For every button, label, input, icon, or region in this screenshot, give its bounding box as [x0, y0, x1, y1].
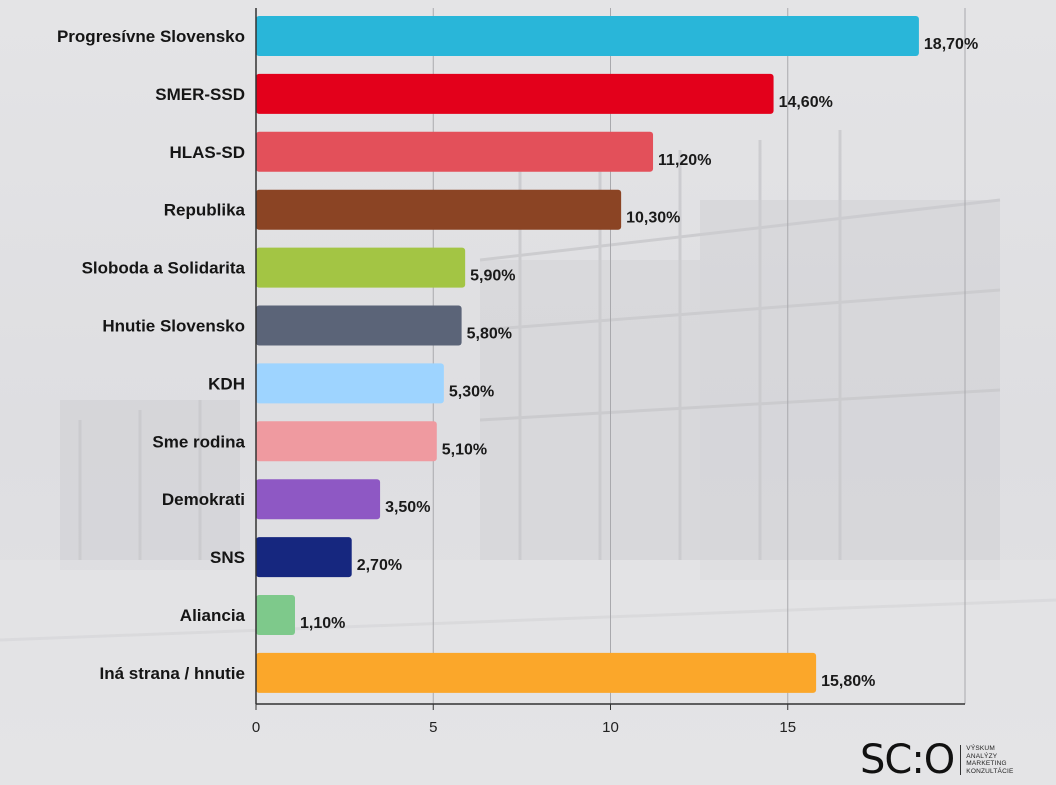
- bar: [256, 479, 381, 520]
- logo-divider: [960, 745, 962, 775]
- x-tick-label: 10: [602, 719, 619, 736]
- category-label: Sloboda a Solidarita: [82, 259, 246, 278]
- logo-line: ANALÝZY: [966, 752, 998, 760]
- bar: [256, 363, 444, 404]
- logo-line: VÝSKUM: [966, 745, 995, 752]
- category-labels: Progresívne Slovensko SMER-SSD HLAS-SD Repu…: [57, 27, 246, 683]
- category-label: HLAS-SD: [169, 143, 245, 162]
- value-label: 1,10%: [300, 615, 345, 632]
- category-label: Demokrati: [162, 490, 245, 509]
- category-label: Sme rodina: [152, 432, 245, 451]
- category-label: Republika: [164, 201, 246, 220]
- bars: [256, 16, 919, 693]
- bar: [256, 595, 295, 635]
- category-label: Progresívne Slovensko: [57, 27, 245, 46]
- value-label: 15,80%: [821, 673, 875, 690]
- bar: [256, 652, 817, 693]
- bar: [256, 421, 437, 462]
- value-label: 3,50%: [385, 499, 430, 516]
- value-label: 5,80%: [467, 326, 512, 343]
- value-label: 11,20%: [658, 152, 711, 169]
- bar: [256, 537, 352, 578]
- category-label: Aliancia: [180, 606, 246, 625]
- bar: [256, 305, 462, 346]
- x-tick-label: 15: [779, 719, 796, 736]
- value-label: 10,30%: [626, 210, 680, 227]
- value-label: 5,10%: [442, 441, 487, 458]
- category-label: KDH: [208, 374, 245, 393]
- category-label: Iná strana / hnutie: [100, 664, 245, 683]
- bar: [256, 131, 654, 172]
- logo-line: KONZULTÁCIE: [966, 767, 1014, 775]
- sco-logo: SC:O VÝSKUM ANALÝZY MARKETING KONZULTÁCI…: [860, 740, 1050, 780]
- value-label: 18,70%: [924, 36, 978, 53]
- value-label: 5,30%: [449, 383, 494, 400]
- value-label: 5,90%: [470, 268, 515, 285]
- x-tick-label: 0: [252, 719, 260, 736]
- bar: [256, 73, 774, 114]
- logo-mark: SC:O: [860, 737, 955, 783]
- bar: [256, 247, 466, 288]
- logo-tagline: VÝSKUM ANALÝZY MARKETING KONZULTÁCIE: [966, 745, 1013, 775]
- bar: [256, 16, 919, 56]
- logo-line: MARKETING: [966, 760, 1007, 767]
- value-labels: 18,70% 14,60% 11,20% 10,30% 5,90% 5,80% 5,30% 5…: [300, 36, 978, 690]
- value-label: 2,70%: [357, 557, 402, 574]
- category-label: Hnutie Slovensko: [102, 317, 245, 336]
- category-label: SMER-SSD: [155, 85, 245, 104]
- value-label: 14,60%: [779, 94, 833, 111]
- x-tick-label: 5: [429, 719, 437, 736]
- category-label: SNS: [210, 548, 245, 567]
- x-axis: 0 5 10 15: [252, 8, 965, 736]
- bar: [256, 189, 622, 230]
